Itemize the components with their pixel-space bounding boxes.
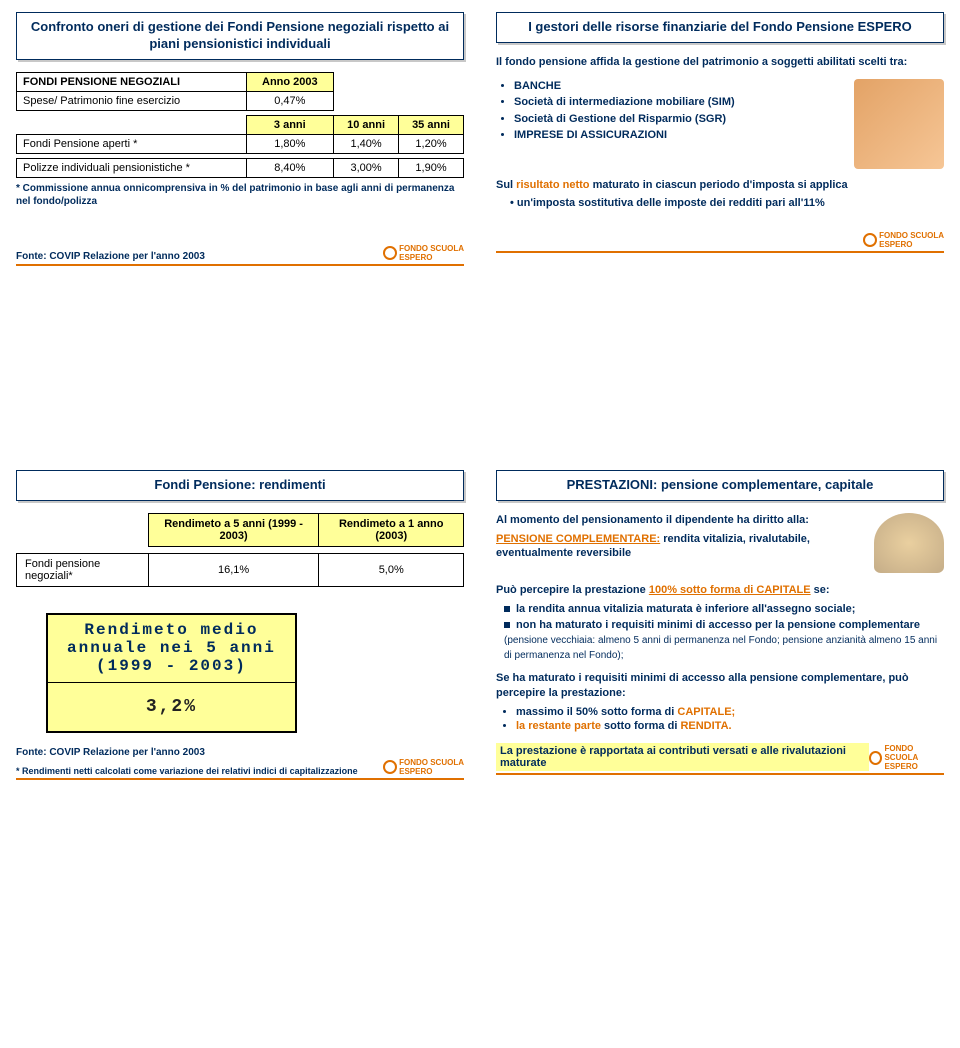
q4-highlight: La prestazione è rapportata ai contribut… <box>496 743 869 771</box>
q4-sqlist: la rendita annua vitalizia maturata è in… <box>496 602 944 663</box>
cell: 10 anni <box>334 115 399 134</box>
cell: Rendimeto a 1 anno (2003) <box>319 513 464 546</box>
text: maturato in ciascun periodo d'imposta si… <box>590 179 848 191</box>
cell: 5,0% <box>319 553 464 586</box>
source-text: Fonte: COVIP Relazione per l'anno 2003 <box>16 251 205 262</box>
text: 100% sotto forma di CAPITALE <box>649 584 811 596</box>
q2-bullets: BANCHE Società di intermediazione mobili… <box>496 79 842 144</box>
decorative-image <box>854 79 944 169</box>
q3-foot: * Rendimenti netti calcolati come variaz… <box>16 766 358 776</box>
pc-line: PENSIONE COMPLEMENTARE: rendita vitalizi… <box>496 532 862 562</box>
cell: 16,1% <box>148 553 319 586</box>
list-item: massimo il 50% sotto forma di CAPITALE; <box>516 705 944 719</box>
cell: Spese/ Patrimonio fine esercizio <box>17 91 247 110</box>
q2-title: I gestori delle risorse finanziarie del … <box>496 12 944 43</box>
q3-source: Fonte: COVIP Relazione per l'anno 2003 <box>16 747 464 758</box>
text: RENDITA. <box>680 720 731 732</box>
espero-logo: FONDO SCUOLAESPERO <box>383 758 464 776</box>
list-item: non ha maturato i requisiti minimi di ac… <box>504 618 944 663</box>
p3: Se ha maturato i requisiti minimi di acc… <box>496 671 944 701</box>
panel-q3: Fondi Pensione: rendimenti Rendimeto a 5… <box>0 458 480 792</box>
text: la restante parte <box>516 720 601 732</box>
cell: FONDI PENSIONE NEGOZIALI <box>17 72 247 91</box>
q3-title: Fondi Pensione: rendimenti <box>16 470 464 501</box>
p2: Può percepire la prestazione 100% sotto … <box>496 583 944 598</box>
q2-source-rule: FONDO SCUOLAESPERO <box>496 231 944 253</box>
panel-q1: Confronto oneri di gestione dei Fondi Pe… <box>0 0 480 278</box>
list-item: la rendita annua vitalizia maturata è in… <box>504 602 944 617</box>
cell: Fondi Pensione aperti * <box>17 134 247 153</box>
cell: 1,90% <box>399 158 464 177</box>
bullet: Società di intermediazione mobiliare (SI… <box>514 95 842 109</box>
text: non ha maturato i requisiti minimi di ac… <box>516 619 920 631</box>
big-value: 3,2% <box>48 683 295 731</box>
text: Sul <box>496 179 516 191</box>
cell: 1,20% <box>399 134 464 153</box>
q2-intro: Il fondo pensione affida la gestione del… <box>496 55 944 69</box>
cell: Polizze individuali pensionistiche * <box>17 158 247 177</box>
q1-source: Fonte: COVIP Relazione per l'anno 2003 F… <box>16 244 464 266</box>
q2-line2: un'imposta sostitutiva delle imposte dei… <box>496 197 944 209</box>
text: risultato netto <box>516 179 589 191</box>
cell: 3 anni <box>246 115 334 134</box>
cell: 35 anni <box>399 115 464 134</box>
text: la rendita annua vitalizia maturata è in… <box>516 603 855 615</box>
text: Può percepire la prestazione <box>496 584 649 596</box>
q2-line1: Sul risultato netto maturato in ciascun … <box>496 179 944 191</box>
bullet: Società di Gestione del Risparmio (SGR) <box>514 112 842 126</box>
cell: 3,00% <box>334 158 399 177</box>
cell: Fondi pensione negoziali* <box>17 553 149 586</box>
text: se: <box>811 584 830 596</box>
decorative-coins <box>874 513 944 573</box>
text: massimo il 50% sotto forma di <box>516 706 677 718</box>
espero-logo: FONDO SCUOLAESPERO <box>383 244 464 262</box>
espero-logo: FONDO SCUOLAESPERO <box>869 744 944 771</box>
big-head: Rendimeto medio annuale nei 5 anni (1999… <box>48 615 295 683</box>
cell: 1,40% <box>334 134 399 153</box>
text: (pensione vecchiaia: almeno 5 anni di pe… <box>504 635 937 661</box>
espero-logo: FONDO SCUOLAESPERO <box>863 231 944 249</box>
list-item: la restante parte sotto forma di RENDITA… <box>516 719 944 733</box>
bullet: BANCHE <box>514 79 842 93</box>
q1-note: * Commissione annua onnicomprensiva in %… <box>16 182 464 208</box>
q4-title: PRESTAZIONI: pensione complementare, cap… <box>496 470 944 501</box>
panel-q2: I gestori delle risorse finanziarie del … <box>480 0 960 278</box>
cell: Anno 2003 <box>246 72 334 91</box>
cell: 8,40% <box>246 158 334 177</box>
q3-highlight-box: Rendimeto medio annuale nei 5 anni (1999… <box>46 613 297 733</box>
q3-table: Rendimeto a 5 anni (1999 - 2003) Rendime… <box>16 513 464 587</box>
cell: 0,47% <box>246 91 334 110</box>
bullet: IMPRESE DI ASSICURAZIONI <box>514 128 842 142</box>
q1-title: Confronto oneri di gestione dei Fondi Pe… <box>16 12 464 60</box>
cell: 1,80% <box>246 134 334 153</box>
text: PENSIONE COMPLEMENTARE: <box>496 533 660 545</box>
q1-table: FONDI PENSIONE NEGOZIALI Anno 2003 Spese… <box>16 72 464 178</box>
cell: Rendimeto a 5 anni (1999 - 2003) <box>148 513 319 546</box>
q4-bullets: massimo il 50% sotto forma di CAPITALE; … <box>496 705 944 734</box>
panel-q4: PRESTAZIONI: pensione complementare, cap… <box>480 458 960 792</box>
text: sotto forma di <box>601 720 680 732</box>
text: CAPITALE; <box>677 706 735 718</box>
text: Al momento del pensionamento il dipenden… <box>496 513 862 528</box>
